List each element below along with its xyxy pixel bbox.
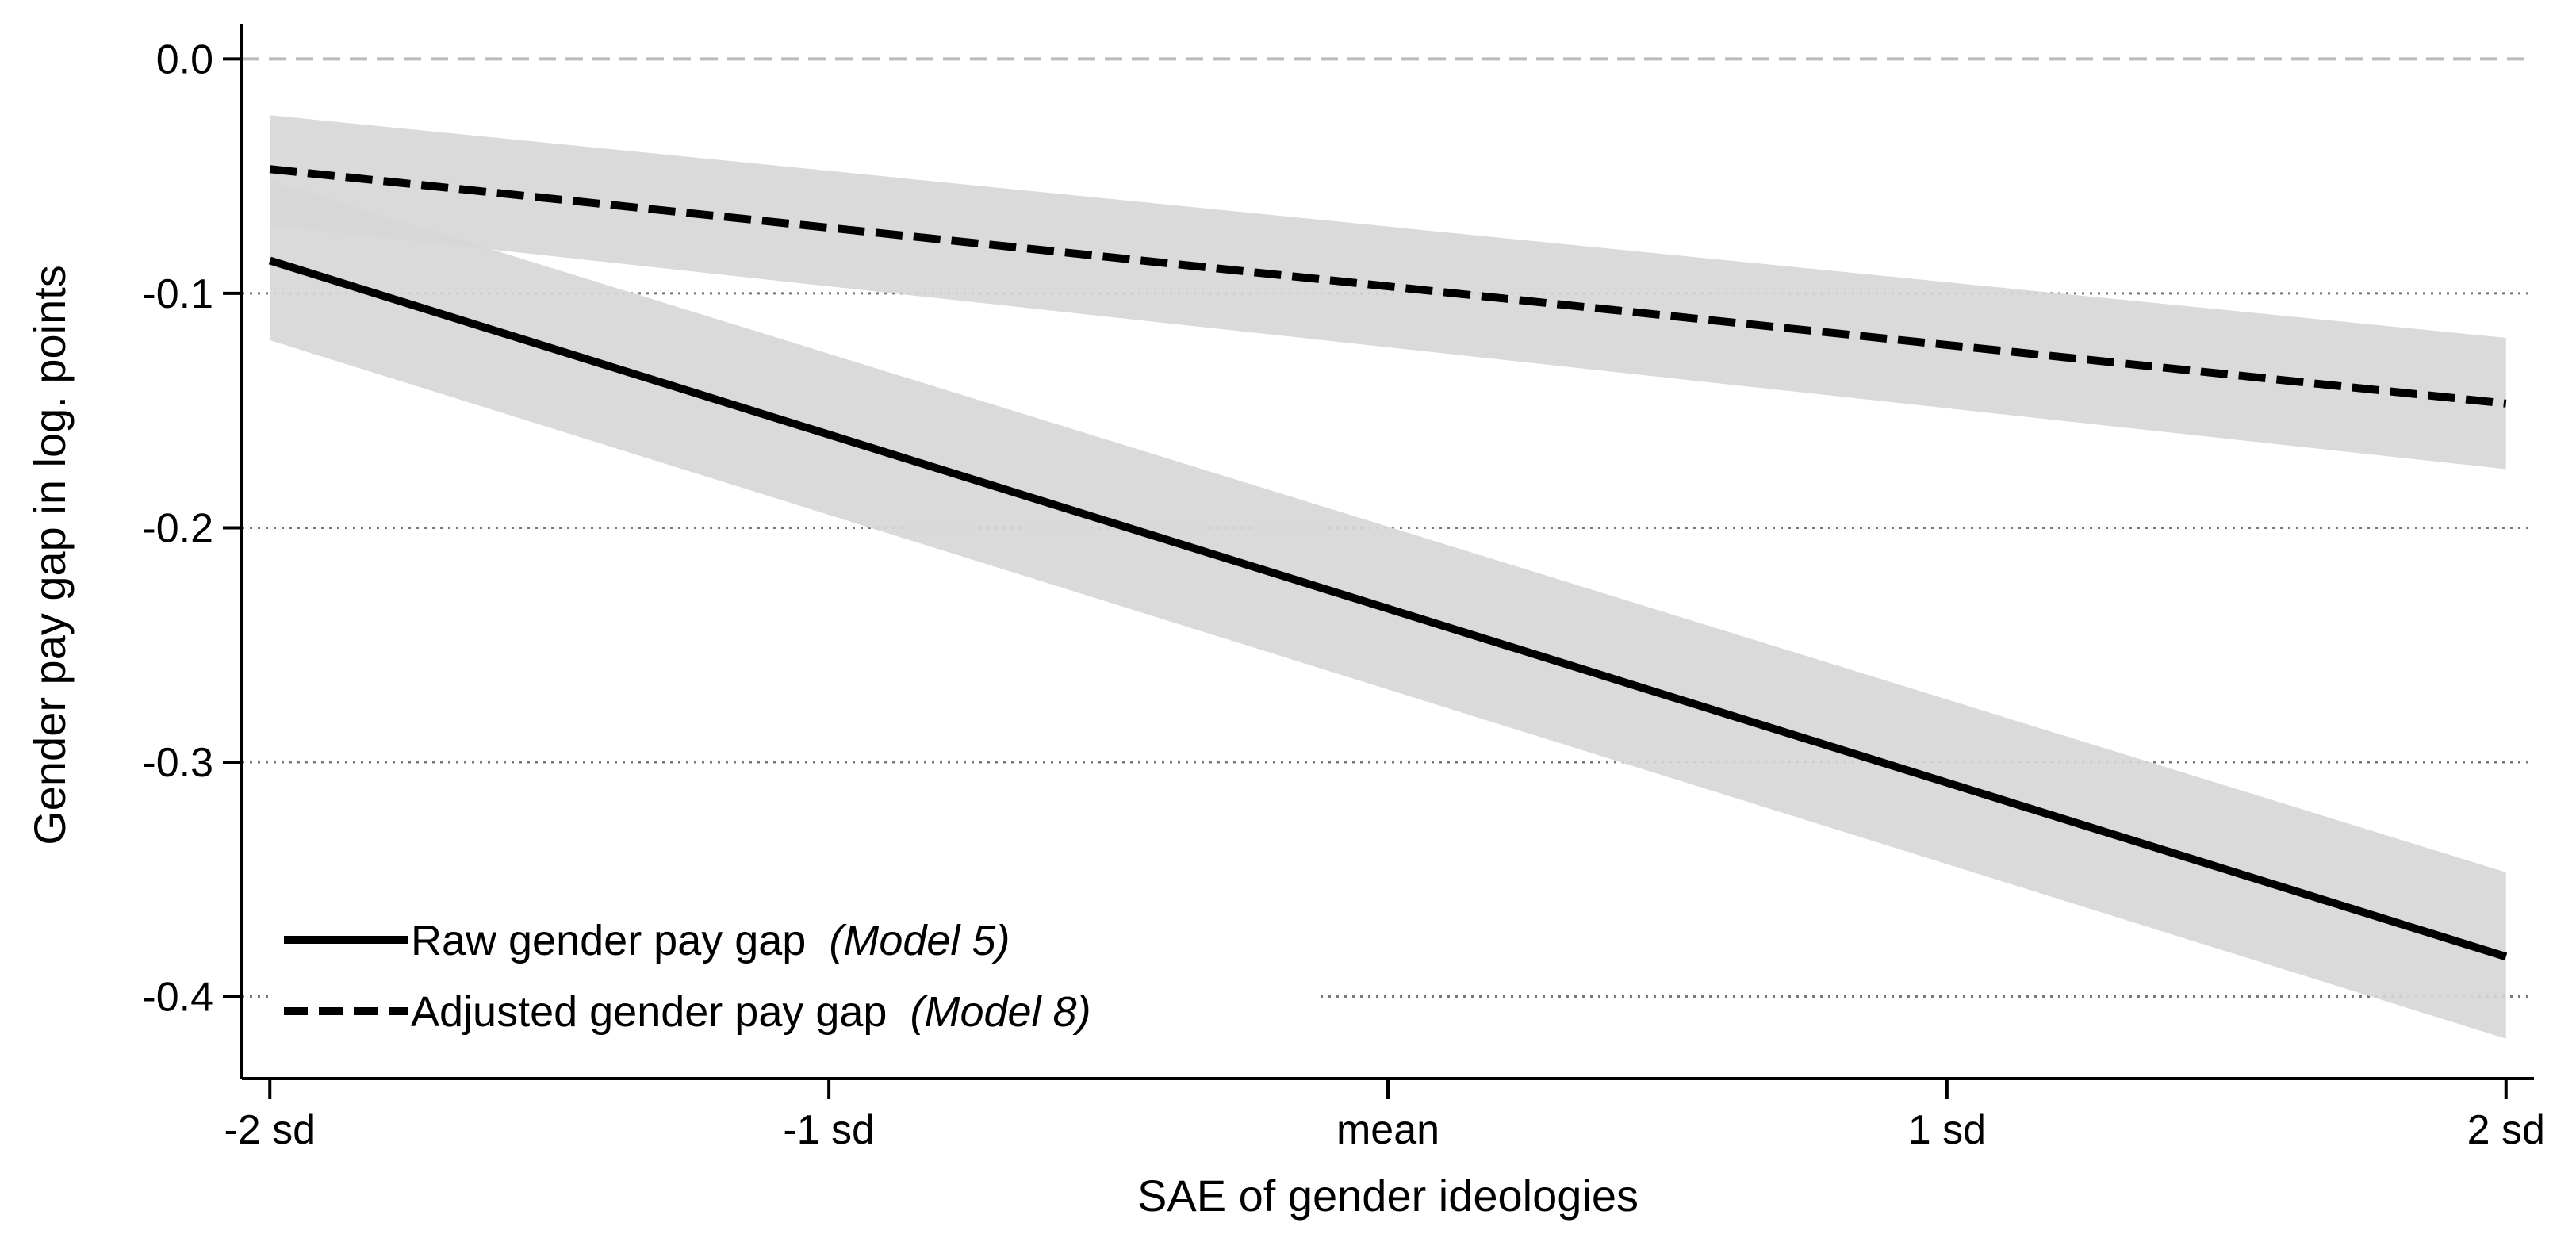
legend-mask: [270, 896, 1317, 1055]
legend-entry-raw: Raw gender pay gap (Model 5): [411, 917, 1010, 964]
x-tick-label-2: mean: [1336, 1107, 1439, 1153]
y-axis-ticks: 0.0 -0.1 -0.2 -0.3 -0.4: [142, 36, 242, 1021]
ci-band-series-1: [270, 115, 2506, 470]
series-line-1: [269, 165, 2507, 408]
legend-label-adjusted: Adjusted gender pay gap: [411, 988, 887, 1036]
legend-label-raw: Raw gender pay gap: [411, 917, 806, 964]
y-tick-label-1: -0.1: [142, 271, 213, 317]
series-lines: [268, 165, 2508, 961]
legend: Raw gender pay gap (Model 5) Adjusted ge…: [270, 896, 1317, 1055]
x-tick-label-3: 1 sd: [1908, 1107, 1986, 1153]
y-tick-label-4: -0.4: [142, 975, 213, 1021]
y-tick-label-3: -0.3: [142, 740, 213, 786]
y-tick-label-2: -0.2: [142, 505, 213, 551]
y-tick-label-0: 0.0: [156, 36, 213, 82]
legend-note-adjusted: (Model 8): [910, 988, 1091, 1036]
x-axis-ticks: -2 sd -1 sd mean 1 sd 2 sd: [224, 1079, 2545, 1153]
legend-note-raw: (Model 5): [829, 917, 1010, 964]
legend-entry-adjusted: Adjusted gender pay gap (Model 8): [411, 988, 1091, 1036]
series-line-0: [268, 256, 2508, 961]
x-axis-title: SAE of gender ideologies: [1137, 1171, 1639, 1221]
x-tick-label-1: -1 sd: [783, 1107, 875, 1153]
y-axis-title: Gender pay gap in log. points: [25, 265, 75, 845]
x-tick-label-0: -2 sd: [224, 1107, 316, 1153]
x-tick-label-4: 2 sd: [2467, 1107, 2545, 1153]
